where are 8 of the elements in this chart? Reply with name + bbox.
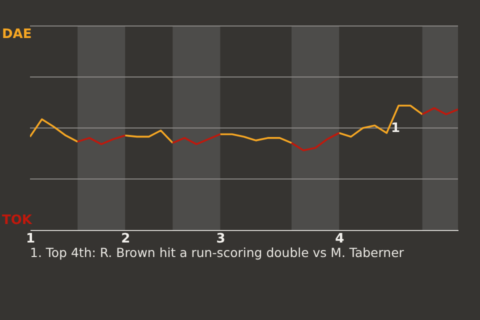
x-tick-label: 1 [26, 232, 36, 246]
x-tick-label: 3 [216, 232, 226, 246]
text: DAE [2, 27, 32, 42]
annotation: TOK [2, 213, 32, 228]
annotation: 1 [391, 121, 400, 136]
x-tick-label: 2 [121, 232, 130, 246]
text: 1. Top 4th: R. Brown hit a run-scoring double vs M. Taberner [30, 245, 404, 260]
x-tick-label: 4 [335, 232, 344, 246]
